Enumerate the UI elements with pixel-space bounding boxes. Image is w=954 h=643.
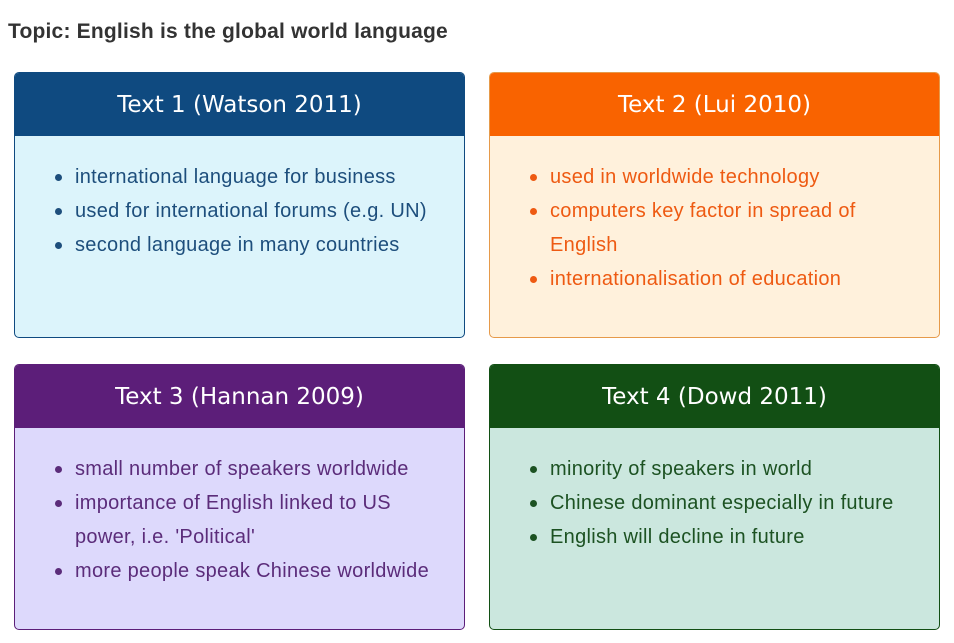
card-title: Text 1 (Watson 2011) bbox=[15, 73, 464, 136]
list-item: Chinese dominant especially in future bbox=[530, 486, 923, 520]
list-item: English will decline in future bbox=[530, 520, 923, 554]
card-body: international language for business used… bbox=[15, 136, 464, 262]
card-title: Text 4 (Dowd 2011) bbox=[490, 365, 939, 428]
card-title: Text 3 (Hannan 2009) bbox=[15, 365, 464, 428]
list-item: internationalisation of education bbox=[530, 262, 923, 296]
text-card-hannan: Text 3 (Hannan 2009) small number of spe… bbox=[14, 364, 465, 630]
text-card-dowd: Text 4 (Dowd 2011) minority of speakers … bbox=[489, 364, 940, 630]
card-body: small number of speakers worldwide impor… bbox=[15, 428, 464, 588]
bullet-list: used in worldwide technology computers k… bbox=[490, 160, 923, 296]
list-item: computers key factor in spread of Englis… bbox=[530, 194, 923, 262]
text-card-lui: Text 2 (Lui 2010) used in worldwide tech… bbox=[489, 72, 940, 338]
bullet-list: international language for business used… bbox=[15, 160, 448, 262]
list-item: used in worldwide technology bbox=[530, 160, 923, 194]
list-item: importance of English linked to US power… bbox=[55, 486, 448, 554]
list-item: second language in many countries bbox=[55, 228, 448, 262]
card-title: Text 2 (Lui 2010) bbox=[490, 73, 939, 136]
list-item: minority of speakers in world bbox=[530, 452, 923, 486]
bullet-list: minority of speakers in world Chinese do… bbox=[490, 452, 923, 554]
text-card-watson: Text 1 (Watson 2011) international langu… bbox=[14, 72, 465, 338]
card-body: minority of speakers in world Chinese do… bbox=[490, 428, 939, 554]
list-item: international language for business bbox=[55, 160, 448, 194]
bullet-list: small number of speakers worldwide impor… bbox=[15, 452, 448, 588]
list-item: small number of speakers worldwide bbox=[55, 452, 448, 486]
card-body: used in worldwide technology computers k… bbox=[490, 136, 939, 296]
list-item: used for international forums (e.g. UN) bbox=[55, 194, 448, 228]
list-item: more people speak Chinese worldwide bbox=[55, 554, 448, 588]
page-title: Topic: English is the global world langu… bbox=[8, 20, 448, 43]
